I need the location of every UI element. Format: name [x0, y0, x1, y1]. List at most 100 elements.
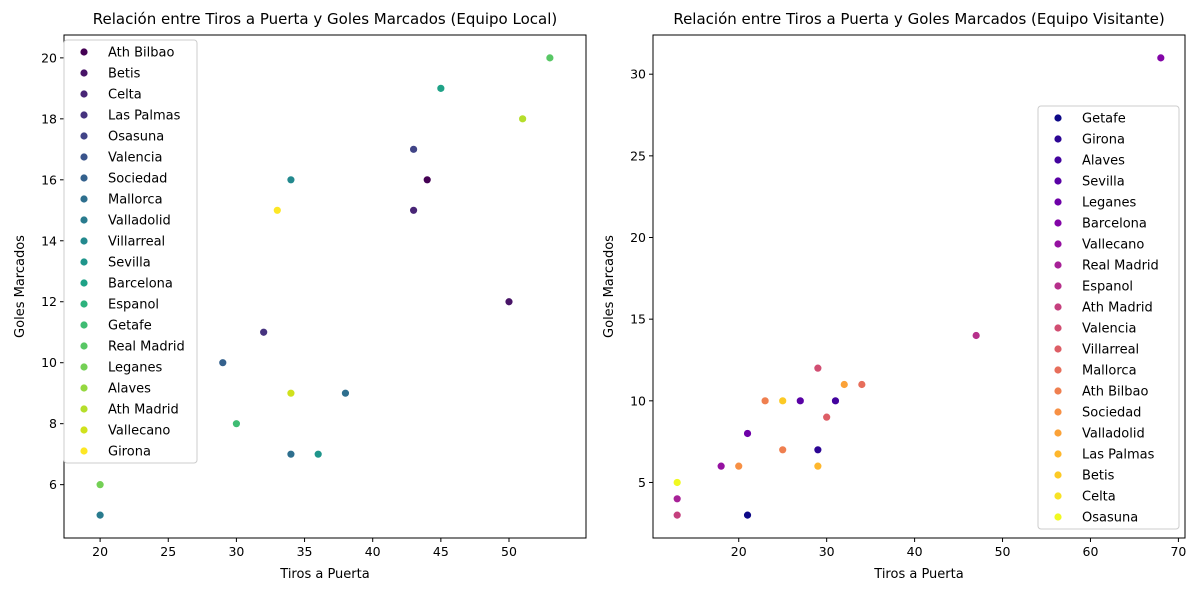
legend-label: Barcelona	[108, 277, 173, 292]
legend-marker	[80, 426, 88, 434]
scatter-point-sociedad	[734, 461, 744, 471]
away-team-scatter-chart: Relación entre Tiros a Puerta y Goles Ma…	[602, 10, 1186, 582]
legend-entry: Villarreal	[80, 235, 165, 250]
legend-label: Las Palmas	[1082, 448, 1155, 463]
legend-label: Valencia	[1082, 322, 1136, 337]
legend-marker	[80, 48, 88, 56]
scatter-point-villarreal	[822, 412, 832, 422]
scatter-point-sociedad	[218, 358, 228, 368]
legend-entry: Osasuna	[1054, 511, 1138, 526]
y-tick-label: 30	[630, 67, 646, 82]
legend-label: Getafe	[1082, 112, 1126, 127]
scatter-point-leganes	[95, 480, 105, 490]
legend-marker	[1054, 345, 1062, 353]
scatter-point-girona	[813, 445, 823, 455]
legend-marker	[1054, 261, 1062, 269]
scatter-point-mallorca	[857, 380, 867, 389]
legend-entry: Girona	[80, 445, 151, 460]
legend-entry: Valencia	[80, 151, 162, 166]
legend-label: Leganes	[1082, 196, 1136, 211]
scatter-point-mallorca	[286, 449, 296, 459]
legend-entry: Sevilla	[1054, 175, 1125, 190]
scatter-point-getafe	[743, 510, 752, 520]
legend-marker	[80, 300, 88, 308]
x-tick-label: 70	[1170, 544, 1186, 559]
legend-label: Vallecano	[108, 424, 170, 439]
scatter-point-girona	[272, 205, 282, 215]
legend-label: Espanol	[108, 298, 159, 313]
legend-label: Betis	[1082, 469, 1115, 484]
scatter-point-real-madrid	[672, 494, 682, 504]
legend-marker	[1054, 135, 1062, 143]
scatter-point-ath-bilbao	[422, 175, 432, 185]
legend-entry: Vallecano	[80, 424, 170, 439]
y-axis-label: Goles Marcados	[602, 235, 617, 338]
y-axis-ticks: 5 10 15 20 25 30	[630, 67, 653, 490]
y-tick-label: 18	[41, 111, 57, 126]
legend-label: Valencia	[108, 151, 162, 166]
legend-box	[63, 39, 198, 464]
legend-marker	[80, 69, 88, 77]
legend-label: Girona	[1082, 133, 1125, 148]
scatter-point-ath-madrid	[518, 114, 528, 124]
y-tick-label: 20	[41, 50, 57, 65]
y-tick-label: 8	[49, 416, 57, 431]
x-tick-label: 20	[92, 544, 108, 559]
legend-label: Alaves	[1082, 154, 1125, 169]
legend-label: Celta	[1082, 490, 1116, 505]
x-axis-ticks: 20 25 30 35 40 45 50	[92, 538, 517, 559]
y-tick-label: 6	[49, 477, 57, 492]
legend-label: Villarreal	[108, 235, 165, 250]
legend-entry: Betis	[1054, 469, 1115, 484]
legend-entry: Valencia	[1054, 322, 1136, 337]
x-tick-label: 30	[228, 544, 244, 559]
legend-label: Valladolid	[1082, 427, 1145, 442]
legend-entry: Alaves	[80, 382, 151, 397]
legend-entry: Barcelona	[1054, 217, 1147, 232]
legend-label: Betis	[108, 67, 141, 82]
scatter-point-osasuna	[409, 144, 418, 154]
x-tick-label: 50	[995, 544, 1011, 559]
legend-entry: Osasuna	[80, 130, 164, 145]
legend-marker	[80, 342, 88, 350]
legend-label: Real Madrid	[1082, 259, 1159, 274]
legend-entry: Sociedad	[1054, 406, 1141, 421]
legend-label: Alaves	[108, 382, 151, 397]
legend-entry: Barcelona	[80, 277, 173, 292]
scatter-point-ath-madrid	[672, 510, 682, 520]
legend-entry: Leganes	[1054, 196, 1136, 211]
legend-marker	[80, 405, 88, 413]
legend-marker	[1054, 282, 1062, 290]
legend-entry: Ath Madrid	[80, 403, 179, 418]
x-axis-label: Tiros a Puerta	[873, 567, 963, 582]
x-axis-label: Tiros a Puerta	[279, 567, 369, 582]
legend-marker	[1054, 177, 1062, 185]
legend-marker	[80, 321, 88, 329]
legend-entry: Espanol	[1054, 280, 1133, 295]
legend-entry: Celta	[80, 88, 142, 103]
legend-entry: Valladolid	[1054, 427, 1145, 442]
y-tick-label: 20	[630, 230, 646, 245]
legend-entry: Betis	[80, 67, 141, 82]
legend-label: Las Palmas	[108, 109, 181, 124]
legend-label: Girona	[108, 445, 151, 460]
x-tick-label: 35	[297, 544, 313, 559]
legend-entry: Ath Madrid	[1054, 301, 1153, 316]
legend-marker	[1054, 219, 1062, 227]
legend-entry: Ath Bilbao	[1054, 385, 1148, 400]
legend-marker	[1054, 429, 1062, 437]
scatter-point-las-palmas	[813, 461, 823, 471]
legend-marker	[1054, 198, 1062, 206]
x-axis-ticks: 20 30 40 50 60 70	[731, 538, 1186, 559]
y-tick-label: 14	[41, 233, 57, 248]
scatter-point-valladolid	[95, 510, 105, 520]
legend-marker	[1054, 156, 1062, 164]
x-tick-label: 60	[1083, 544, 1099, 559]
scatter-point-betis	[778, 396, 788, 406]
legend-label: Getafe	[108, 319, 152, 334]
legend-marker	[1054, 450, 1062, 458]
legend-label: Vallecano	[1082, 238, 1144, 253]
legend-marker	[80, 216, 88, 224]
